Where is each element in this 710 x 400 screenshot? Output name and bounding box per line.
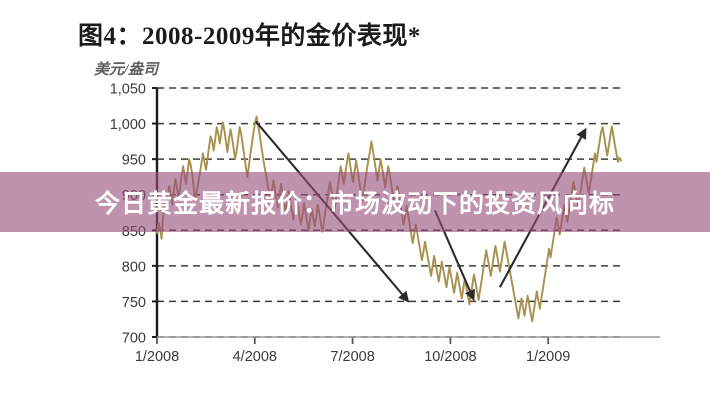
trend-arrow-down	[433, 209, 475, 301]
trend-arrow-down	[255, 120, 410, 303]
y-tick-label: 1,000	[110, 117, 146, 133]
x-tick-label: 1/2009	[526, 349, 570, 365]
y-tick-label: 850	[122, 224, 146, 240]
gridlines	[157, 87, 621, 338]
trend-arrow-up	[498, 127, 587, 288]
x-tick-label: 4/2008	[233, 349, 277, 365]
y-axis-ticks: 700 750 800 850 900 950 1,000 1,050	[110, 82, 157, 347]
x-axis-ticks: 1/2008 4/2008 7/2008 10/2008 1/2009	[135, 337, 570, 365]
y-tick-label: 1,050	[110, 82, 146, 98]
y-tick-label: 750	[122, 295, 146, 311]
y-tick-label: 800	[122, 259, 146, 275]
gold-price-series-line	[156, 115, 622, 323]
figure-title: 图4：2008-2009年的金价表现*	[78, 23, 421, 50]
figure-axis-units-label: 美元/盎司	[94, 62, 159, 78]
y-tick-label: 950	[122, 153, 146, 169]
x-tick-label: 1/2008	[135, 349, 179, 365]
x-tick-label: 7/2008	[330, 349, 374, 365]
y-tick-label: 700	[122, 331, 146, 347]
x-tick-label: 10/2008	[424, 349, 476, 365]
y-tick-label: 900	[122, 188, 146, 204]
